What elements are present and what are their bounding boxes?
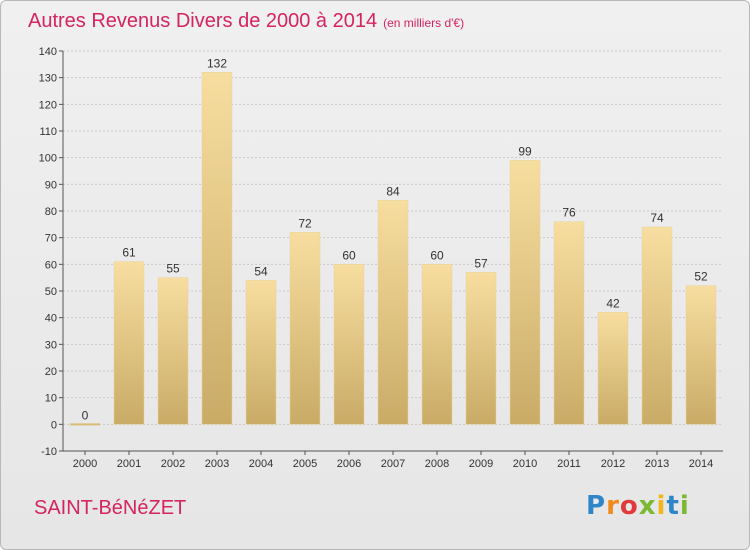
- y-tick-label: 120: [39, 99, 57, 111]
- y-tick-label: 90: [45, 179, 57, 191]
- y-tick-label: 0: [51, 419, 57, 431]
- data-label: 84: [386, 184, 400, 198]
- data-label: 0: [82, 408, 89, 422]
- data-label: 72: [298, 216, 312, 230]
- bar: [377, 200, 409, 425]
- bar: [641, 226, 673, 425]
- data-label: 74: [650, 211, 664, 225]
- y-tick-label: 140: [39, 46, 57, 58]
- y-tick-label: 100: [39, 153, 57, 165]
- chart-title: Autres Revenus Divers de 2000 à 2014 (en …: [28, 10, 465, 32]
- x-tick-label: 2000: [73, 458, 97, 470]
- x-tick-label: 2011: [557, 458, 581, 470]
- y-tick-label: -10: [41, 446, 57, 458]
- data-label: 55: [166, 262, 180, 276]
- x-tick-label: 2002: [161, 458, 185, 470]
- unit-label: (en milliers d'€): [383, 16, 465, 30]
- data-label: 54: [254, 264, 268, 278]
- axes: -10 0 10 20 30 40 50 60 70 80 90 100 110 120 130 140 200…: [39, 46, 723, 470]
- x-tick-label: 2012: [601, 458, 625, 470]
- y-tick-label: 80: [45, 206, 57, 218]
- y-tick-label: 30: [45, 339, 57, 351]
- x-tick-label: 2013: [645, 458, 669, 470]
- data-label: 99: [518, 144, 532, 158]
- x-tick-label: 2008: [425, 458, 449, 470]
- x-tick-label: 2006: [337, 458, 361, 470]
- y-tick-label: 40: [45, 313, 57, 325]
- data-label: 60: [342, 248, 356, 262]
- x-tick-label: 2004: [249, 458, 273, 470]
- y-tick-label: 60: [45, 259, 57, 271]
- x-tick-label: 2010: [513, 458, 537, 470]
- data-label: 52: [694, 270, 708, 284]
- data-label: 132: [207, 56, 227, 70]
- x-tick-label: 2007: [381, 458, 405, 470]
- x-tick-label: 2009: [469, 458, 493, 470]
- bar: [333, 264, 365, 425]
- y-tick-label: 50: [45, 286, 57, 298]
- bar: [201, 72, 233, 425]
- bar: [597, 312, 629, 425]
- proxiti-logo: Proxiti: [586, 491, 690, 521]
- x-tick-label: 2001: [117, 458, 141, 470]
- data-label: 57: [474, 256, 488, 270]
- labels: 0 61 55 132 54 72 60 84 60 57 99 76 42 74 52: [82, 56, 708, 422]
- y-tick-label: 110: [39, 126, 57, 138]
- bar: [509, 160, 541, 425]
- y-tick-label: 70: [45, 233, 57, 245]
- commune-name: SAINT-BéNéZET: [34, 497, 187, 519]
- bar: [685, 285, 717, 425]
- y-tick-label: 130: [39, 73, 57, 85]
- bar: [113, 261, 145, 425]
- y-tick-label: 10: [45, 393, 57, 405]
- bar: [289, 232, 321, 425]
- bar: [465, 272, 497, 425]
- bar: [421, 264, 453, 425]
- bar: [245, 280, 277, 425]
- data-label: 76: [562, 206, 576, 220]
- y-tick-label: 20: [45, 366, 57, 378]
- data-label: 61: [122, 246, 136, 260]
- bar: [553, 221, 585, 425]
- data-label: 42: [606, 296, 620, 310]
- bar: [157, 277, 189, 425]
- x-tick-label: 2014: [689, 458, 713, 470]
- data-label: 60: [430, 248, 444, 262]
- x-tick-label: 2003: [205, 458, 229, 470]
- x-tick-label: 2005: [293, 458, 317, 470]
- bars: [70, 72, 717, 426]
